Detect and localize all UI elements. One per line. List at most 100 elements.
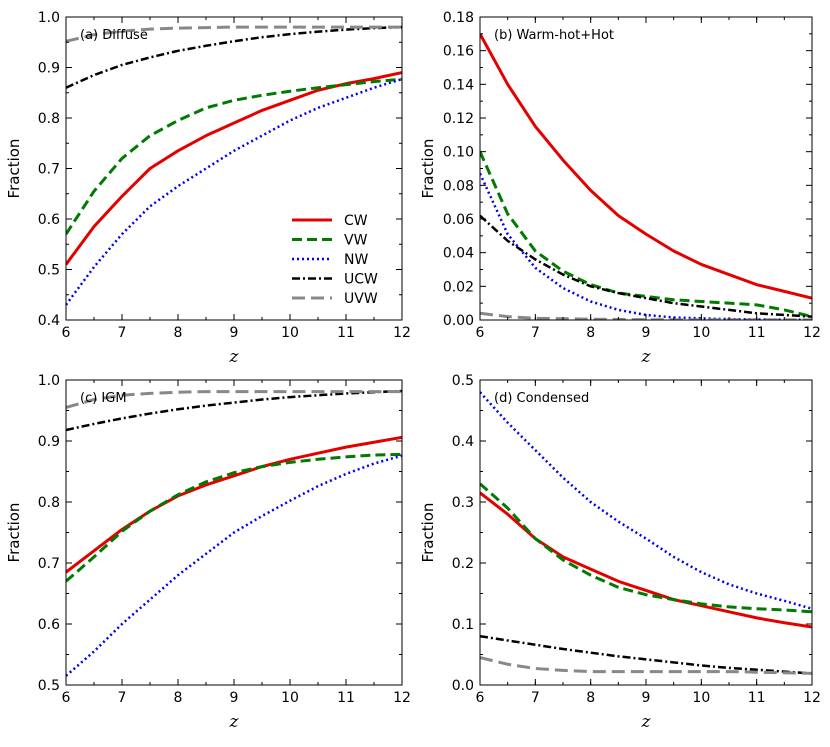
x-tick-label: 10 xyxy=(692,325,710,341)
x-tick-label: 8 xyxy=(586,325,595,341)
y-tick-label: 0.6 xyxy=(38,617,60,633)
series-line-cw xyxy=(480,33,812,300)
y-axis-label: Fraction xyxy=(5,503,23,563)
panel-title: (b) Warm-hot+Hot xyxy=(494,28,614,43)
x-tick-label: 6 xyxy=(476,690,485,706)
y-tick-label: 0.5 xyxy=(38,678,60,694)
series-line-uvw xyxy=(66,390,402,409)
series-group xyxy=(480,391,812,675)
y-tick-label: 0.5 xyxy=(38,263,60,279)
x-axis-label: z xyxy=(641,712,652,732)
y-tick-label: 0.00 xyxy=(443,313,474,329)
x-tick-label: 12 xyxy=(393,325,411,341)
x-tick-label: 6 xyxy=(62,690,71,706)
x-axis-label: z xyxy=(229,712,240,732)
x-axis-label: z xyxy=(229,347,240,367)
y-tick-label: 0.4 xyxy=(452,434,474,450)
x-tick-label: 8 xyxy=(174,325,183,341)
series-line-ucw xyxy=(480,634,812,675)
y-tick-label: 0.18 xyxy=(443,10,474,26)
x-tick-label: 7 xyxy=(118,690,127,706)
panel-d: 6 7 8 9 10 11 12 0.0 0.1 0.2 0.3 0.4 0.5 (d) Condense… xyxy=(419,373,821,732)
y-tick-label: 0.02 xyxy=(443,279,474,295)
legend: CW VW NW UCW UVW xyxy=(292,213,378,307)
panel-c: 6 7 8 9 10 11 12 0.5 0.6 0.7 0.8 0.9 1.0 (c) IGM z Frac… xyxy=(5,373,411,732)
y-tick-label: 0.9 xyxy=(38,434,60,450)
y-tick-label: 0.8 xyxy=(38,111,60,127)
y-tick-label: 0.9 xyxy=(38,61,60,77)
y-tick-label: 1.0 xyxy=(38,373,60,389)
series-line-vw xyxy=(66,452,402,583)
y-tick-label: 0.6 xyxy=(38,212,60,228)
x-tick-label: 7 xyxy=(118,325,127,341)
panel-title: (c) IGM xyxy=(80,391,127,406)
legend-label-nw: NW xyxy=(344,252,368,268)
y-tick-label: 0.14 xyxy=(443,77,474,93)
x-tick-label: 12 xyxy=(803,325,821,341)
series-line-uvw xyxy=(480,656,812,675)
series-group xyxy=(66,389,402,677)
legend-label-uvw: UVW xyxy=(344,291,378,307)
series-group xyxy=(480,33,812,320)
series-line-nw xyxy=(66,77,402,306)
x-tick-label: 11 xyxy=(337,325,355,341)
series-line-nw xyxy=(66,454,402,677)
x-tick-label: 12 xyxy=(803,690,821,706)
y-tick-label: 0.4 xyxy=(38,313,60,329)
x-tick-label: 8 xyxy=(586,690,595,706)
y-tick-label: 0.7 xyxy=(38,162,60,178)
y-tick-label: 0.04 xyxy=(443,246,474,262)
y-tick-label: 0.16 xyxy=(443,44,474,60)
x-tick-label: 10 xyxy=(281,325,299,341)
x-tick-label: 10 xyxy=(692,690,710,706)
legend-label-vw: VW xyxy=(344,233,368,249)
y-tick-label: 0.7 xyxy=(38,556,60,572)
panel-b: 6 7 8 9 10 11 12 0.00 0.02 0.04 0.06 0.08 0.10 0.12 0.… xyxy=(419,10,821,367)
series-line-nw xyxy=(480,391,812,610)
panel-title: (d) Condensed xyxy=(494,391,589,406)
y-tick-label: 1.0 xyxy=(38,10,60,26)
y-tick-label: 0.8 xyxy=(38,495,60,511)
plot-frame xyxy=(479,16,813,321)
x-tick-label: 9 xyxy=(230,325,239,341)
x-tick-label: 11 xyxy=(337,690,355,706)
legend-label-cw: CW xyxy=(344,213,368,229)
y-axis-label: Fraction xyxy=(5,139,23,199)
x-tick-label: 6 xyxy=(62,325,71,341)
y-tick-label: 0.5 xyxy=(452,373,474,389)
panel-a: 6 7 8 9 10 11 12 0.4 0.5 0.6 0.7 0.8 0.9 1.0 (a) Diffu… xyxy=(5,10,411,367)
x-tick-label: 7 xyxy=(531,325,540,341)
series-line-cw xyxy=(480,491,812,629)
series-group xyxy=(66,25,402,306)
y-tick-label: 0.08 xyxy=(443,178,474,194)
x-tick-label: 11 xyxy=(748,325,766,341)
series-line-nw xyxy=(480,173,812,320)
x-tick-label: 11 xyxy=(748,690,766,706)
y-tick-label: 0.10 xyxy=(443,145,474,161)
y-tick-label: 0.12 xyxy=(443,111,474,127)
x-tick-label: 8 xyxy=(174,690,183,706)
y-tick-label: 0.1 xyxy=(452,617,474,633)
x-axis-label: z xyxy=(641,347,652,367)
series-line-vw xyxy=(66,77,402,235)
series-line-ucw xyxy=(66,25,402,89)
x-tick-label: 12 xyxy=(393,690,411,706)
y-tick-label: 0.2 xyxy=(452,556,474,572)
series-line-vw xyxy=(480,482,812,614)
x-tick-label: 7 xyxy=(531,690,540,706)
y-tick-label: 0.0 xyxy=(452,678,474,694)
x-tick-label: 10 xyxy=(281,690,299,706)
x-tick-label: 6 xyxy=(476,325,485,341)
y-axis-label: Fraction xyxy=(419,139,437,199)
y-tick-label: 0.06 xyxy=(443,212,474,228)
x-tick-label: 9 xyxy=(642,690,651,706)
x-tick-label: 9 xyxy=(642,325,651,341)
series-line-vw xyxy=(480,151,812,319)
y-axis-label: Fraction xyxy=(419,503,437,563)
panel-title: (a) Diffuse xyxy=(80,28,148,43)
series-line-ucw xyxy=(480,214,812,318)
x-tick-label: 9 xyxy=(230,690,239,706)
y-tick-label: 0.3 xyxy=(452,495,474,511)
legend-label-ucw: UCW xyxy=(344,272,378,288)
